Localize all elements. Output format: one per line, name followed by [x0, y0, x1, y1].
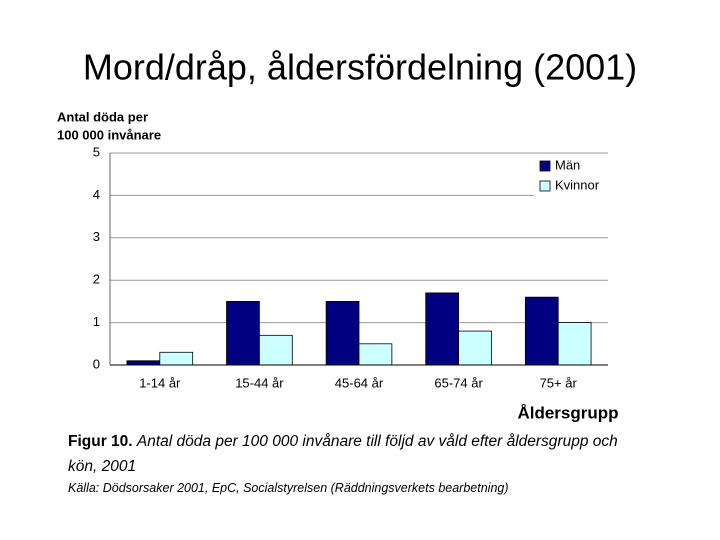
- y-tick-label: 2: [93, 272, 100, 287]
- bar: [458, 330, 492, 366]
- y-tick-label: 5: [93, 144, 100, 159]
- legend-label: Kvinnor: [555, 177, 600, 192]
- legend-swatch: [539, 180, 551, 192]
- bar: [524, 296, 559, 366]
- x-tick-label: 75+ år: [540, 375, 578, 390]
- bar: [325, 300, 360, 366]
- caption-text: Antal döda per 100 000 invånare till föl…: [68, 433, 618, 475]
- caption: Figur 10. Antal döda per 100 000 invånar…: [68, 429, 628, 479]
- bar: [226, 300, 260, 366]
- slide-title: Mord/dråp, åldersfördelning (2001): [83, 47, 637, 88]
- y-tick-label: 3: [93, 229, 100, 244]
- y-tick-label: 4: [93, 187, 100, 202]
- bar: [557, 322, 592, 366]
- legend-label: Män: [555, 157, 580, 172]
- bar: [126, 360, 161, 366]
- bar: [358, 343, 393, 366]
- x-tick-label: 65-74 år: [434, 375, 483, 390]
- y-axis-label: Antal döda per: [57, 109, 148, 124]
- caption-label: Figur 10.: [68, 433, 133, 450]
- bar: [159, 351, 194, 366]
- bar: [258, 334, 293, 366]
- legend-swatch: [539, 160, 551, 172]
- x-tick-label: 15-44 år: [235, 375, 284, 390]
- x-axis-label: Åldersgrupp: [517, 403, 618, 422]
- bar: [425, 292, 459, 366]
- x-tick-label: 1-14 år: [139, 375, 181, 390]
- source: Källa: Dödsorsaker 2001, EpC, Socialstyr…: [68, 481, 509, 495]
- y-axis-label: 100 000 invånare: [57, 127, 161, 142]
- y-tick-label: 1: [93, 314, 100, 329]
- x-tick-label: 45-64 år: [335, 375, 384, 390]
- y-tick-label: 0: [93, 356, 100, 371]
